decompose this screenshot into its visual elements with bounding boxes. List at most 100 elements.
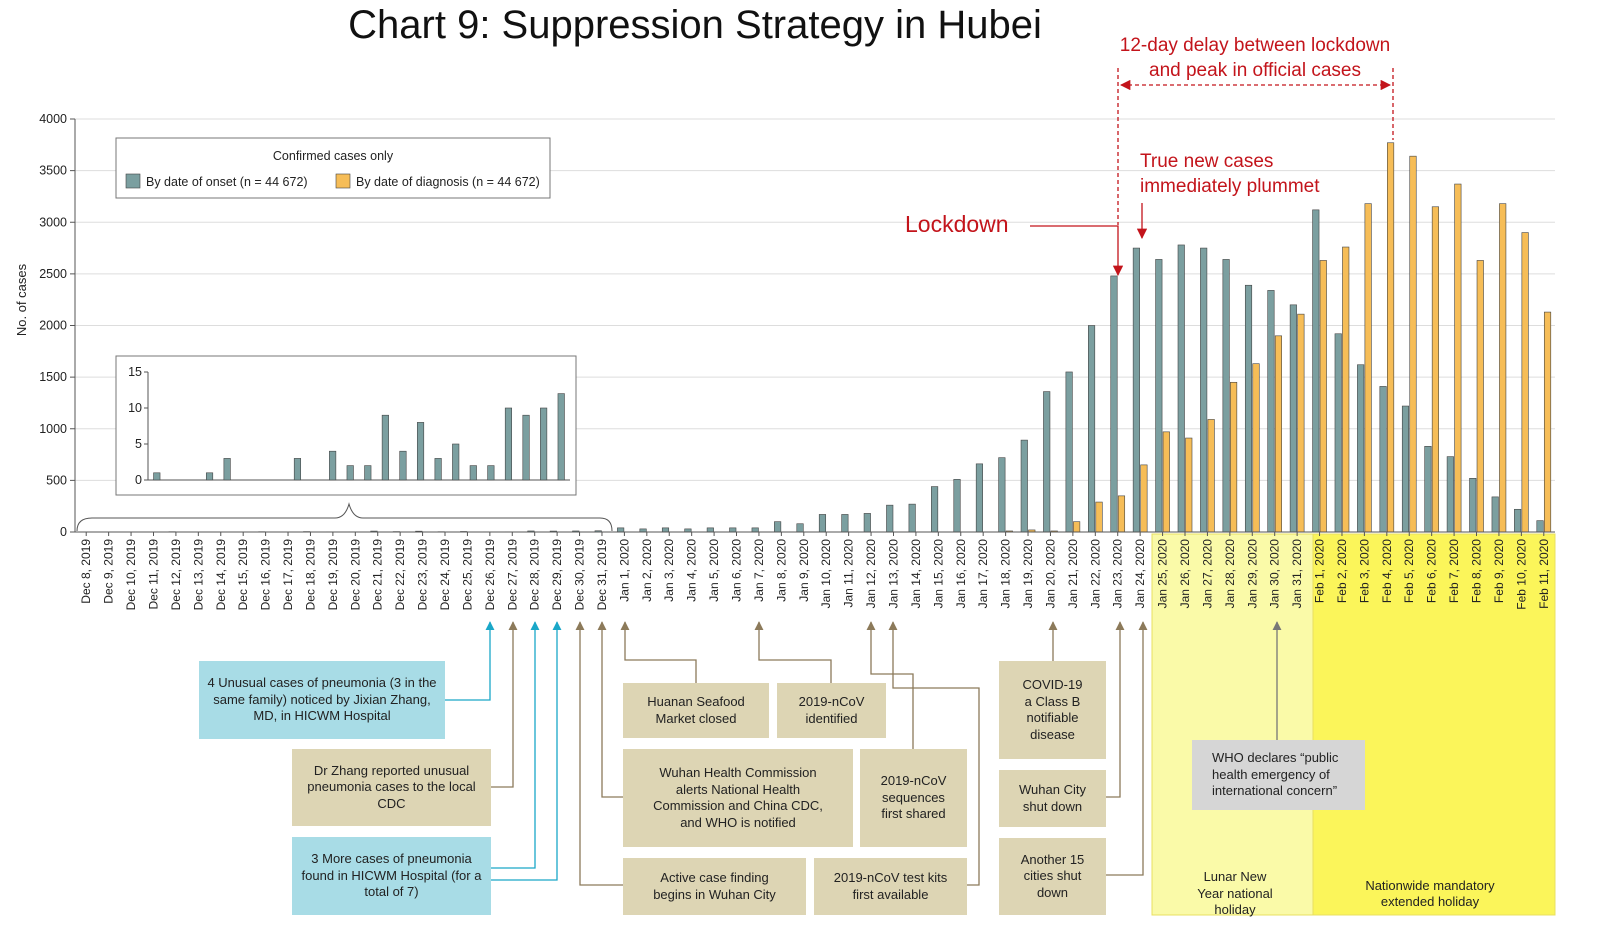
- x-tick-label: Jan 7, 2020: [752, 539, 766, 602]
- bar: [706, 527, 714, 533]
- x-tick-label: Feb 8, 2020: [1470, 539, 1484, 603]
- bar: [796, 523, 804, 533]
- bar: [1319, 260, 1327, 533]
- x-tick-label: Dec 23, 2019: [416, 539, 430, 611]
- x-tick-label: Feb 7, 2020: [1447, 539, 1461, 603]
- bar: [1289, 304, 1297, 533]
- annotation: 3 More cases of pneumonia found in HICWM…: [292, 837, 491, 915]
- x-tick-label: Dec 10, 2019: [124, 539, 138, 611]
- x-tick-label: Dec 17, 2019: [281, 539, 295, 611]
- bar: [841, 514, 849, 533]
- x-tick-label: Dec 9, 2019: [102, 539, 116, 604]
- bar: [452, 443, 460, 481]
- bar: [1177, 244, 1185, 533]
- bar: [953, 479, 961, 533]
- bar: [774, 521, 782, 533]
- bar: [1117, 495, 1126, 533]
- bar: [729, 527, 737, 533]
- x-tick-label: Dec 30, 2019: [573, 539, 587, 611]
- bar: [1132, 247, 1140, 533]
- y-tick-label: 3500: [39, 164, 67, 178]
- holiday-label: Lunar New Year national holiday: [1197, 869, 1273, 918]
- bar: [1536, 520, 1544, 533]
- bar: [1543, 311, 1552, 533]
- bar: [1088, 325, 1096, 533]
- bar: [1274, 335, 1282, 533]
- x-tick-label: Jan 1, 2020: [617, 539, 631, 602]
- legend-label: By date of onset (n = 44 672): [146, 175, 308, 189]
- holiday-region: [1312, 533, 1556, 916]
- bar: [1043, 391, 1051, 533]
- bar: [617, 527, 625, 533]
- bar: [1252, 363, 1260, 533]
- annotation: Active case finding begins in Wuhan City: [623, 858, 806, 915]
- bar: [1499, 203, 1507, 533]
- x-tick-label: Jan 4, 2020: [685, 539, 699, 602]
- bar: [1387, 142, 1395, 533]
- bar: [1095, 501, 1103, 533]
- legend-swatch: [335, 173, 351, 189]
- bar: [1140, 464, 1148, 533]
- x-tick-label: Feb 9, 2020: [1492, 539, 1506, 603]
- bar: [487, 465, 495, 481]
- legend-title: Confirmed cases only: [273, 149, 394, 163]
- legend-label: By date of diagnosis (n = 44 672): [356, 175, 540, 189]
- bar: [1162, 431, 1170, 533]
- annotation: Wuhan City shut down: [999, 770, 1106, 827]
- x-tick-label: Dec 24, 2019: [438, 539, 452, 611]
- inset-tick-label: 0: [135, 473, 142, 487]
- bar: [1230, 381, 1238, 533]
- annotation: Huanan Seafood Market closed: [623, 683, 769, 738]
- x-tick-label: Jan 25, 2020: [1156, 539, 1170, 609]
- bar: [1379, 386, 1387, 533]
- annotation: 2019-nCoV identified: [777, 683, 886, 738]
- bar: [1297, 313, 1305, 533]
- bar: [1207, 419, 1215, 533]
- x-tick-label: Dec 21, 2019: [371, 539, 385, 611]
- x-tick-label: Feb 4, 2020: [1380, 539, 1394, 603]
- connector: [620, 621, 697, 683]
- bar: [1222, 259, 1230, 533]
- x-tick-label: Dec 15, 2019: [236, 539, 250, 611]
- x-tick-label: Feb 1, 2020: [1313, 539, 1327, 603]
- bar: [399, 450, 407, 481]
- x-tick-label: Dec 31, 2019: [595, 539, 609, 611]
- annotation: WHO declares “public health emergency of…: [1192, 740, 1365, 810]
- bar: [818, 514, 827, 533]
- y-tick-label: 2000: [39, 319, 67, 333]
- bar: [1446, 456, 1454, 533]
- bar: [908, 503, 916, 533]
- bar: [540, 407, 548, 481]
- bar: [1491, 496, 1499, 533]
- bar: [886, 504, 894, 533]
- x-tick-label: Jan 8, 2020: [774, 539, 788, 602]
- holiday-region: [1151, 533, 1314, 916]
- inset-tick-label: 5: [135, 437, 142, 451]
- x-tick-label: Dec 16, 2019: [259, 539, 273, 611]
- y-tick-label: 500: [46, 473, 67, 487]
- x-tick-label: Jan 20, 2020: [1043, 539, 1057, 609]
- y-tick-label: 0: [60, 525, 67, 539]
- bar: [1312, 209, 1320, 533]
- bar: [863, 513, 871, 533]
- connector: [1106, 621, 1148, 876]
- bar: [1185, 437, 1193, 533]
- bar: [504, 407, 513, 481]
- bar: [1065, 371, 1073, 533]
- connector: [754, 621, 832, 683]
- y-axis-label: No. of cases: [14, 263, 29, 336]
- x-tick-label: Jan 16, 2020: [954, 539, 968, 609]
- x-tick-label: Jan 29, 2020: [1245, 539, 1259, 609]
- bar: [1409, 155, 1417, 533]
- bar: [1073, 521, 1081, 533]
- bar: [1020, 439, 1028, 533]
- bar: [416, 422, 425, 481]
- bar: [975, 463, 983, 533]
- inset-tick-label: 10: [128, 401, 142, 415]
- bar: [1342, 246, 1350, 533]
- x-tick-label: Jan 28, 2020: [1223, 539, 1237, 609]
- bar: [434, 458, 442, 481]
- bar: [1454, 183, 1462, 533]
